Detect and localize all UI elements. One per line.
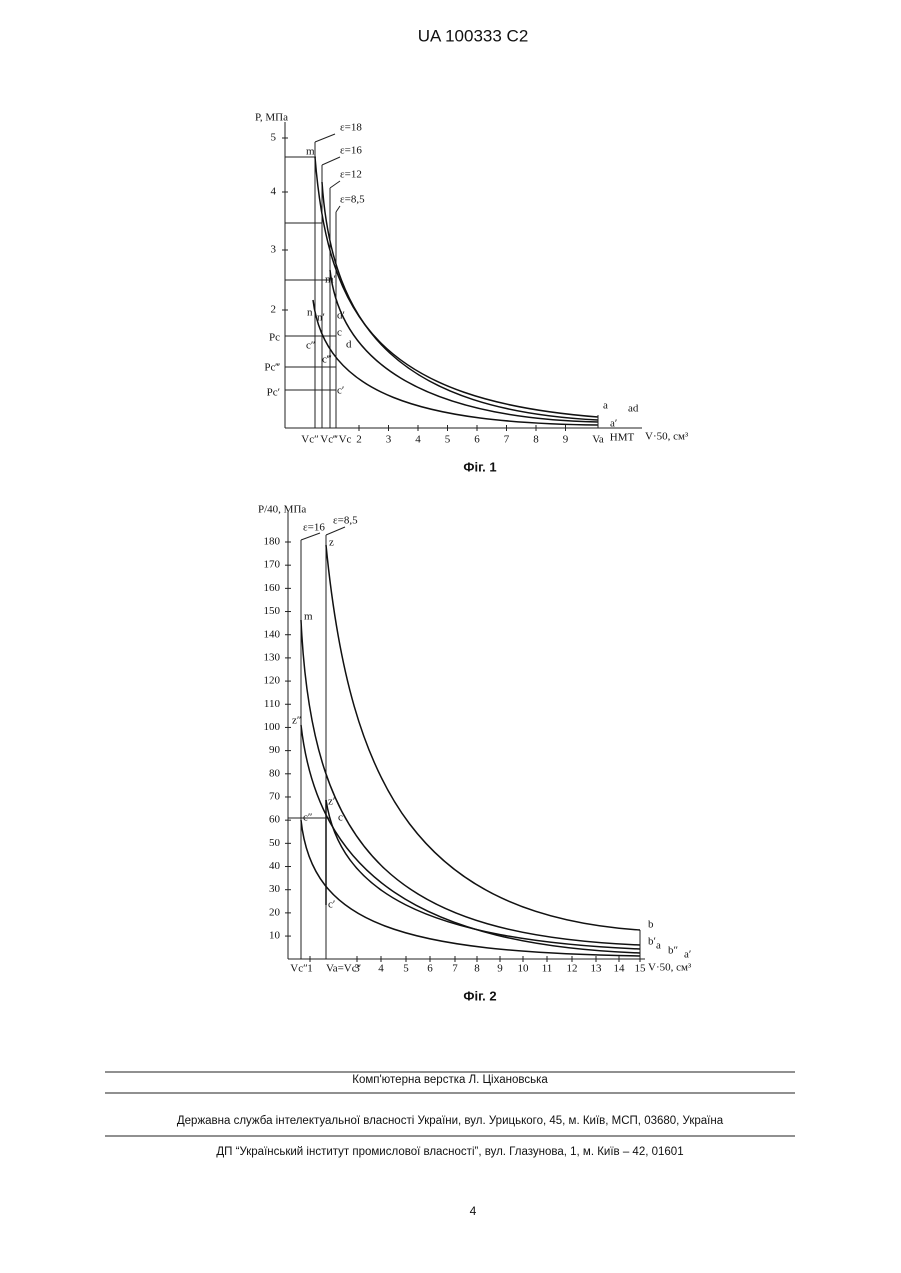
x-mark-label: Vc″ [290, 963, 307, 975]
pressure-label: Pc‴ [264, 362, 280, 374]
y-tick-label: 150 [264, 605, 281, 617]
y-tick-label: 170 [264, 559, 281, 571]
y-tick-label: 100 [264, 721, 281, 733]
figure-2 [288, 512, 645, 959]
point-label: a′ [610, 418, 617, 430]
y-tick-label: 30 [269, 883, 281, 895]
x-tick-label: 15 [635, 963, 647, 975]
y-axis-label: P, МПа [255, 112, 288, 124]
x-tick-label: 2 [356, 434, 362, 446]
x-tick-label: 9 [497, 963, 503, 975]
point-label: b″ [668, 945, 678, 957]
office-address: Державна служба інтелектуальної власност… [177, 1115, 724, 1127]
x-tick-label: 14 [614, 963, 626, 975]
x-tick-label: 6 [474, 434, 480, 446]
x-tick-label: 8 [533, 434, 539, 446]
point-label: b [648, 919, 654, 931]
x-tick-label: 10 [518, 963, 530, 975]
x-tick-label: 1 [307, 963, 313, 975]
y-tick-label: 20 [269, 906, 281, 918]
x-axis-label: V·50, см³ [648, 962, 692, 974]
point-label: ad [628, 403, 639, 415]
y-tick-label: 140 [264, 628, 281, 640]
point-label: n′ [317, 312, 325, 324]
point-label: n [307, 307, 313, 319]
point-label: a′ [684, 949, 691, 961]
point-label: z″ [292, 715, 301, 727]
x-tick-label: 7 [504, 434, 510, 446]
y-tick-label: 80 [269, 767, 281, 779]
point-label: c′ [337, 385, 344, 397]
y-tick-label: 2 [271, 304, 277, 316]
x-tick-label: 13 [591, 963, 603, 975]
point-label: z [329, 537, 334, 549]
epsilon-label: ε=18 [340, 122, 362, 134]
y-axis-label: P/40, МПа [258, 504, 306, 516]
point-label: a [656, 940, 661, 952]
pressure-label: Pc′ [267, 387, 280, 399]
y-tick-label: 50 [269, 837, 281, 849]
layout-credit: Комп'ютерна верстка Л. Ціхановська [352, 1074, 548, 1086]
x-tick-label: 4 [415, 434, 421, 446]
y-tick-label: 70 [269, 791, 281, 803]
y-tick-label: 5 [271, 132, 277, 144]
page: UA 100333 C2 [0, 0, 901, 1273]
epsilon-label: ε=16 [303, 522, 325, 534]
y-tick-label: 90 [269, 744, 281, 756]
point-label: c″ [306, 340, 315, 352]
x-tick-label: 3 [386, 434, 392, 446]
figure-caption: Фіг. 2 [463, 988, 496, 1003]
y-tick-label: 130 [264, 651, 281, 663]
x-tick-label: 8 [474, 963, 480, 975]
epsilon-label: ε=8,5 [333, 515, 358, 527]
point-label: c [337, 327, 342, 339]
x-tick-label: 7 [452, 963, 458, 975]
x-mark-label: Vc‴ [320, 434, 338, 446]
point-label: c′ [328, 899, 335, 911]
x-tick-label: 12 [567, 963, 578, 975]
pressure-label: Pc [269, 332, 280, 344]
point-label: m [304, 611, 313, 623]
y-tick-label: 60 [269, 814, 281, 826]
point-label: m [306, 146, 315, 158]
x-tick-label: 9 [563, 434, 569, 446]
point-label: c″ [303, 812, 312, 824]
point-label: m′ [325, 274, 336, 286]
y-tick-label: 180 [264, 536, 281, 548]
point-label: d′ [337, 310, 345, 322]
point-label: a [603, 400, 608, 412]
y-tick-label: 10 [269, 930, 281, 942]
point-label: d [346, 339, 352, 351]
x-tick-label: 11 [542, 963, 553, 975]
figure-1 [285, 122, 642, 428]
point-label: c‴ [322, 354, 332, 366]
x-axis-label: V·50, см³ [645, 431, 689, 443]
x-mark-label: Va=Vc″ [326, 963, 361, 975]
epsilon-label: ε=16 [340, 145, 362, 157]
y-tick-label: 4 [271, 186, 277, 198]
x-mark-label: НМТ [610, 432, 635, 444]
x-mark-label: Vc [339, 434, 352, 446]
y-tick-label: 120 [264, 675, 281, 687]
y-tick-label: 160 [264, 582, 281, 594]
point-label: c [338, 812, 343, 824]
x-tick-label: 5 [403, 963, 409, 975]
epsilon-label: ε=8,5 [340, 194, 365, 206]
x-mark-label: Va [592, 434, 604, 446]
point-label: b′ [648, 936, 656, 948]
y-tick-label: 3 [271, 244, 277, 256]
x-mark-label: Vc″ [301, 434, 318, 446]
epsilon-label: ε=12 [340, 169, 362, 181]
y-tick-label: 40 [269, 860, 281, 872]
x-tick-label: 6 [427, 963, 433, 975]
x-tick-label: 4 [378, 963, 384, 975]
figure-caption: Фіг. 1 [463, 459, 496, 474]
x-tick-label: 5 [445, 434, 451, 446]
y-tick-label: 110 [264, 698, 281, 710]
doc-id: UA 100333 C2 [418, 26, 529, 45]
page-number: 4 [470, 1204, 477, 1218]
publisher-address: ДП “Український інститут промислової вла… [216, 1146, 683, 1158]
point-label: z′ [328, 796, 335, 808]
